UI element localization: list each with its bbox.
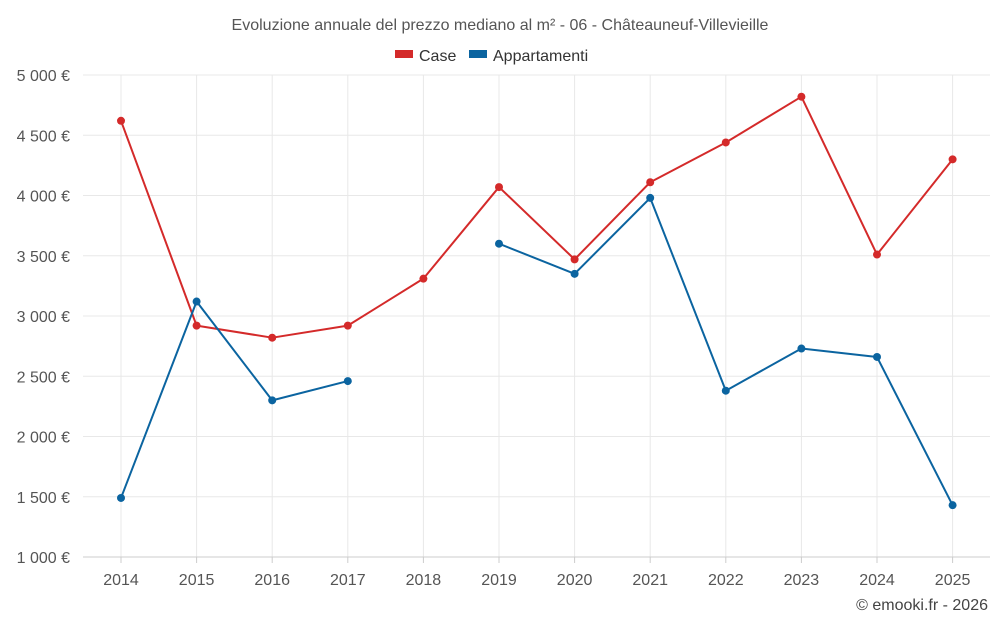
y-tick-label: 1 000 € [17,550,70,567]
data-point-appartamenti[interactable] [948,501,957,510]
y-tick-label: 5 000 € [17,68,70,85]
data-point-case[interactable] [797,92,806,101]
y-tick-label: 1 500 € [17,490,70,507]
x-tick-label: 2023 [784,572,820,589]
legend-swatch-appartamenti [469,50,487,58]
data-point-appartamenti[interactable] [495,239,503,248]
data-point-appartamenti[interactable] [192,297,201,306]
y-tick-label: 4 500 € [17,128,70,145]
x-tick-label: 2016 [254,572,290,589]
data-point-appartamenti[interactable] [117,493,125,502]
x-tick-label: 2022 [708,572,744,589]
data-point-appartamenti[interactable] [268,396,277,405]
data-point-case[interactable] [117,116,125,125]
x-tick-label: 2018 [406,572,442,589]
data-point-appartamenti[interactable] [797,344,806,353]
data-point-case[interactable] [268,333,277,342]
data-point-case[interactable] [343,321,352,330]
data-point-appartamenti[interactable] [646,193,655,202]
data-point-case[interactable] [495,183,503,192]
grid [83,74,990,558]
y-tick-label: 3 000 € [17,309,70,326]
data-point-case[interactable] [192,321,201,330]
data-point-appartamenti[interactable] [873,352,881,361]
data-point-case[interactable] [646,178,655,187]
series-case [117,92,957,342]
x-tick-label: 2024 [859,572,895,589]
data-point-case[interactable] [948,155,957,164]
legend[interactable]: Case Appartamenti [395,48,588,65]
x-tick-label: 2014 [103,572,139,589]
data-point-case[interactable] [570,255,579,264]
y-tick-label: 4 000 € [17,189,70,206]
x-tick-label: 2020 [557,572,593,589]
y-tick-label: 3 500 € [17,249,70,266]
x-tick-label: 2019 [481,572,517,589]
series-appartamenti [117,193,957,510]
y-tick-label: 2 500 € [17,369,70,386]
legend-label-case[interactable]: Case [419,48,456,65]
x-tick-label: 2017 [330,572,366,589]
data-point-case[interactable] [721,138,730,147]
legend-label-appartamenti[interactable]: Appartamenti [493,48,588,65]
legend-swatch-case [395,50,413,58]
x-tick-label: 2021 [632,572,668,589]
data-point-appartamenti[interactable] [343,377,352,386]
y-tick-label: 2 000 € [17,430,70,447]
series [117,92,957,510]
data-point-case[interactable] [873,250,881,259]
axes: 1 000 € 1 500 € 2 000 € 2 500 € 3 000 € 3 500… [17,68,990,589]
data-point-appartamenti[interactable] [570,269,579,278]
x-tick-label: 2015 [179,572,215,589]
series-line-appartamenti [120,300,349,499]
x-tick-label: 2025 [935,572,971,589]
data-point-appartamenti[interactable] [721,386,730,395]
chart-title: Evoluzione annuale del prezzo mediano al… [232,17,769,34]
credit-text: © emooki.fr - 2026 [856,597,988,614]
data-point-case[interactable] [419,274,428,283]
series-line-case [120,95,954,339]
